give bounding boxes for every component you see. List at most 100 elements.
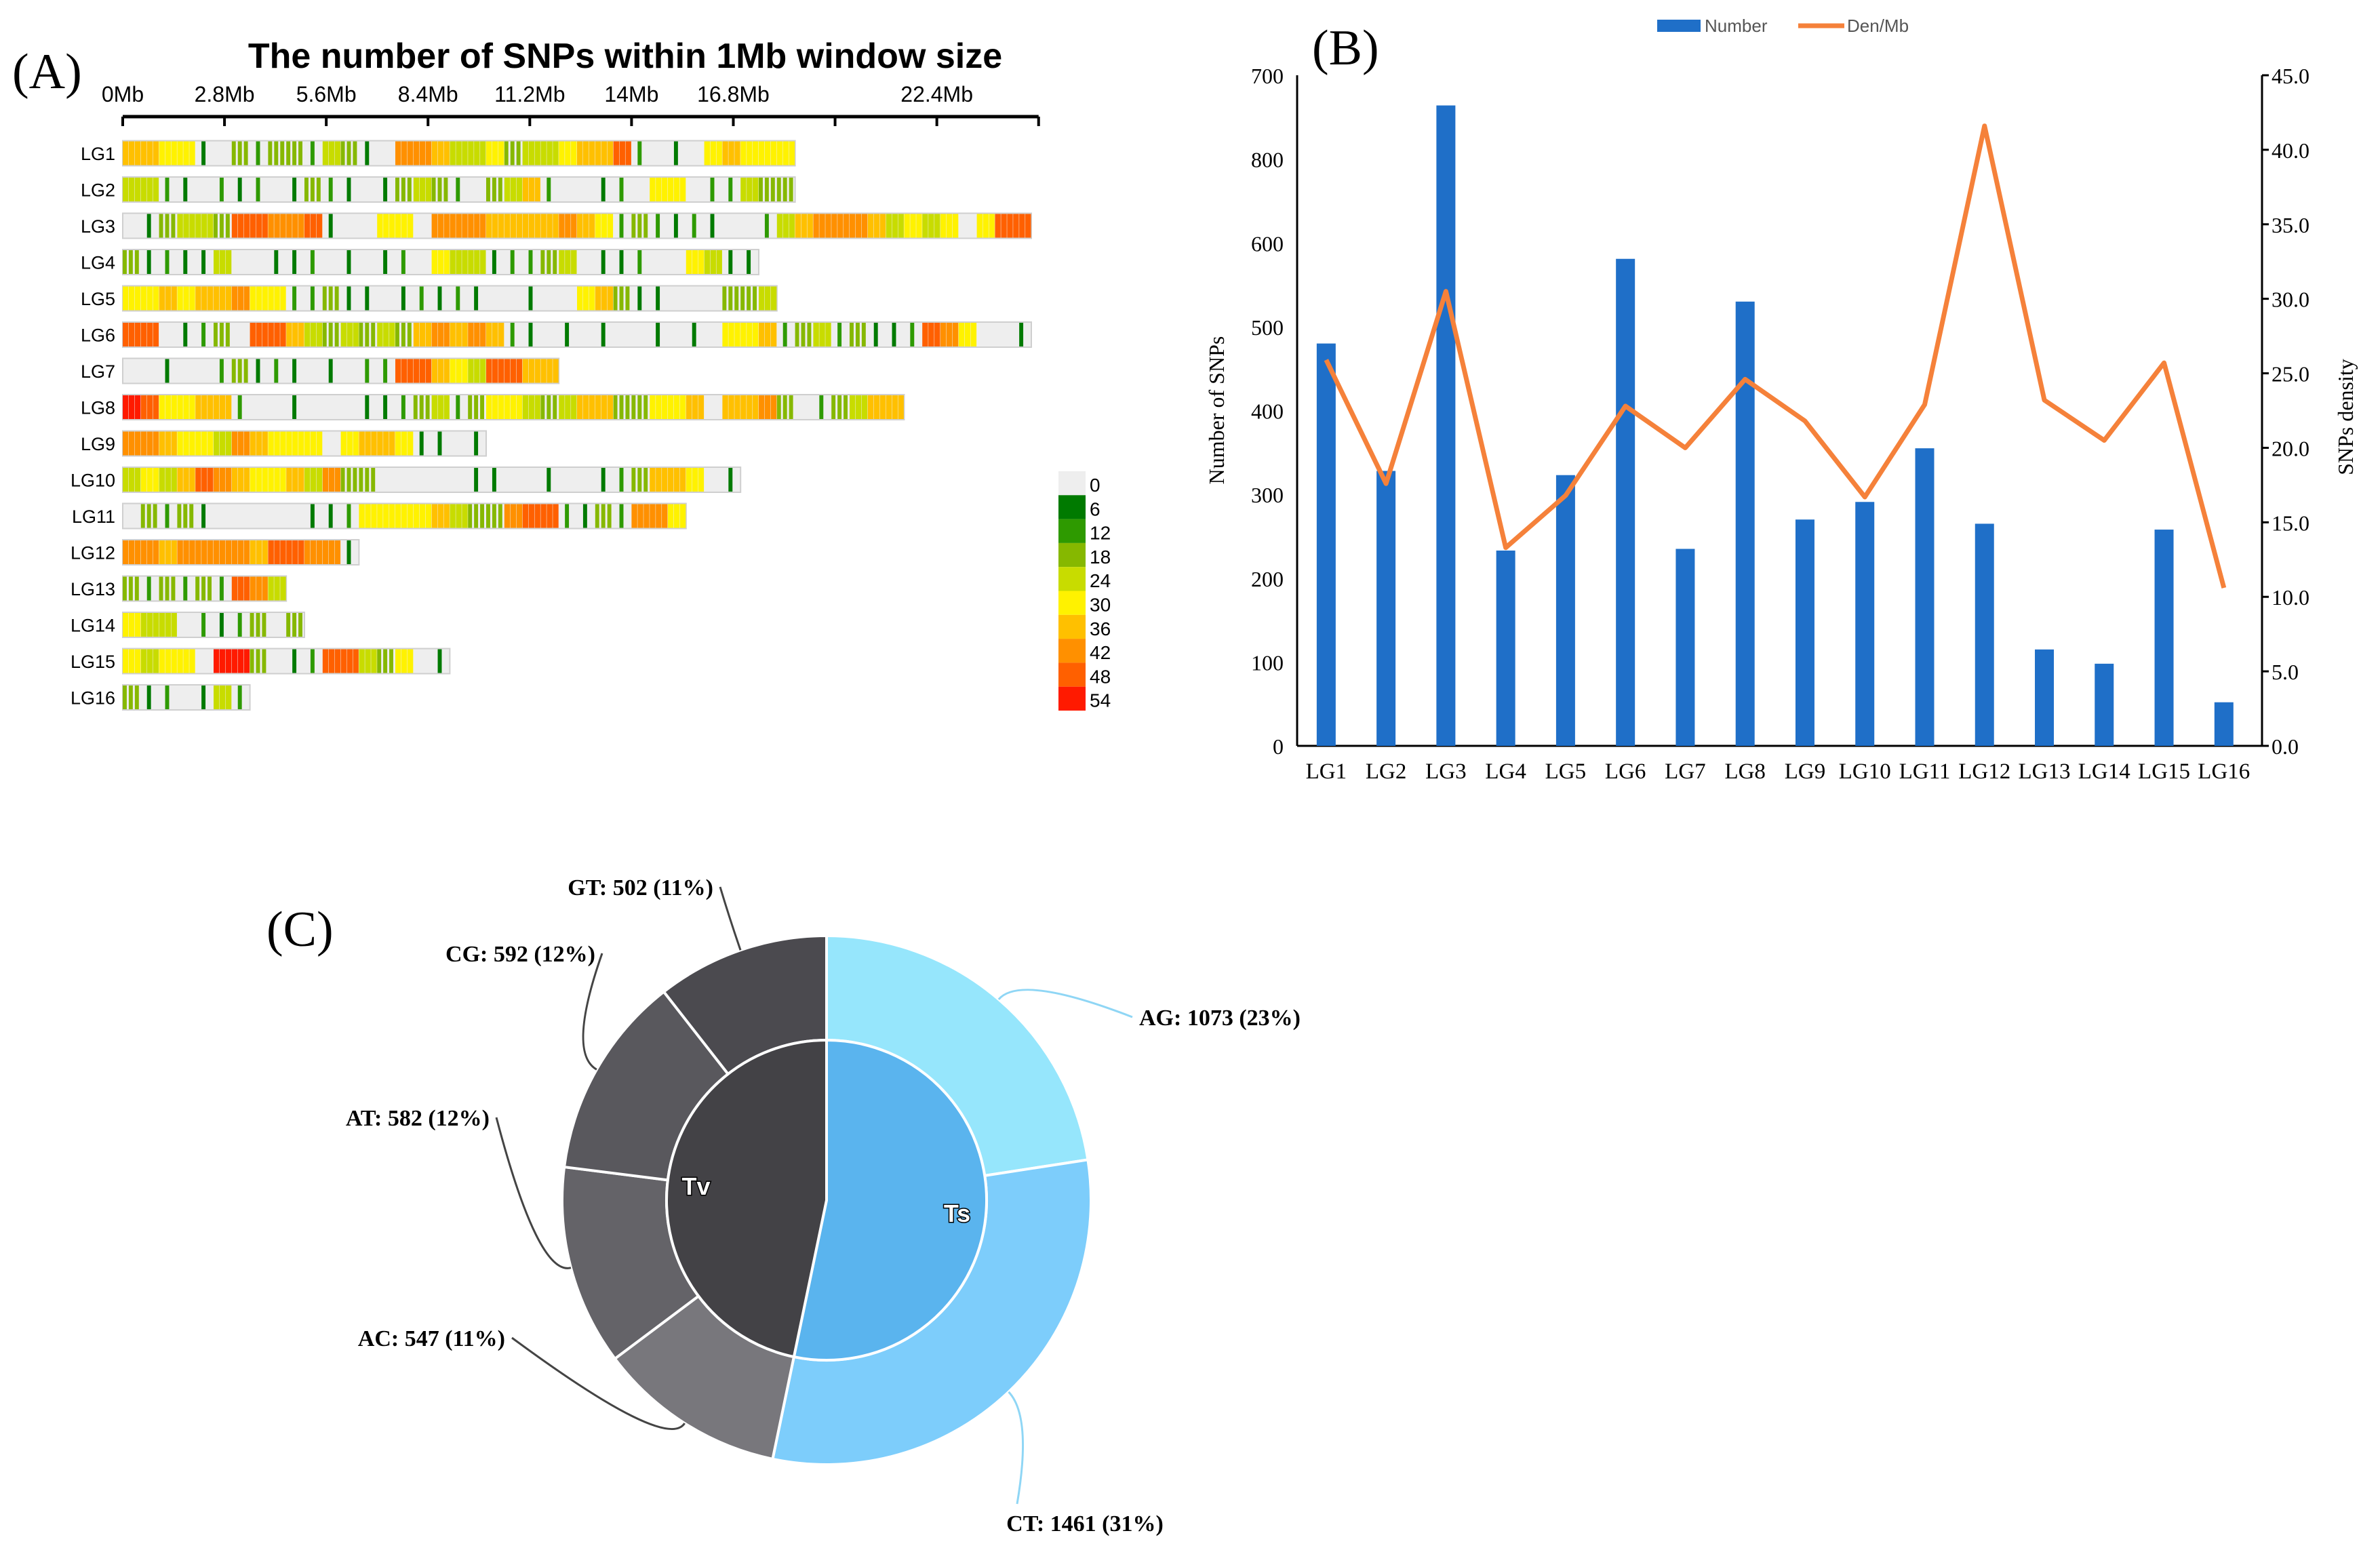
snp-window — [159, 613, 165, 637]
snp-window — [262, 468, 268, 492]
snp-window — [431, 323, 438, 346]
chromosome-label: LG9 — [81, 434, 115, 454]
snp-window — [601, 286, 608, 311]
snp-window — [328, 359, 333, 383]
snp-window — [498, 504, 502, 528]
chromosome-label: LG4 — [81, 253, 115, 273]
snp-window — [310, 504, 315, 528]
snp-window — [328, 323, 333, 346]
snp-window — [310, 468, 317, 492]
snp-window — [879, 214, 886, 238]
legend-swatch-number — [1657, 20, 1701, 32]
snp-window — [764, 214, 769, 238]
snp-window — [401, 178, 405, 201]
x-tick-label: LG16 — [2198, 759, 2250, 784]
snp-window — [577, 286, 583, 311]
snp-window — [437, 178, 442, 201]
snp-window — [650, 178, 656, 201]
snp-window — [214, 468, 220, 492]
snp-window — [134, 141, 141, 165]
chromosome-label: LG6 — [81, 325, 115, 346]
snp-window — [383, 178, 388, 201]
snp-window — [195, 540, 201, 564]
snp-window — [123, 576, 127, 601]
snp-window — [510, 323, 515, 346]
snp-window — [165, 613, 171, 637]
snp-window — [134, 686, 139, 709]
snp-window — [782, 323, 787, 346]
x-tick-label: 16.8Mb — [697, 82, 770, 106]
snp-window — [413, 178, 420, 201]
snp-window — [764, 178, 769, 201]
snp-window — [298, 613, 302, 637]
snp-window — [292, 214, 298, 238]
snp-window — [559, 250, 565, 274]
snp-window — [310, 250, 315, 274]
snp-window — [371, 649, 377, 673]
snp-window — [480, 359, 486, 383]
snp-window — [443, 178, 448, 201]
snp-window — [280, 323, 286, 346]
y-tick-label: 100 — [1251, 650, 1284, 675]
snp-window — [571, 395, 577, 419]
chromosome-label: LG11 — [72, 507, 115, 527]
chromosome-label: LG7 — [81, 361, 115, 382]
snp-window — [571, 250, 577, 274]
snp-window — [692, 214, 696, 238]
snp-window — [486, 504, 490, 528]
chromosome-row-lg4: LG4 — [81, 249, 759, 275]
snp-window — [316, 178, 321, 201]
snp-window — [286, 323, 292, 346]
snp-window — [159, 431, 165, 456]
snp-window — [322, 540, 329, 564]
snp-window — [268, 431, 274, 456]
snp-window — [747, 395, 753, 419]
snp-window — [183, 178, 188, 201]
snp-window — [468, 359, 474, 383]
snp-window — [1019, 323, 1024, 346]
snp-window — [619, 395, 624, 419]
snp-window — [577, 141, 583, 165]
snp-window — [764, 286, 771, 311]
snp-window — [389, 504, 395, 528]
bar-lg4 — [1496, 550, 1515, 746]
plot-area: 700 800 600 500 400 300 200 100 0 0.0 5.0 10.0 15.0 2… — [1251, 64, 2309, 784]
snp-window — [456, 214, 462, 238]
snp-window — [582, 504, 587, 528]
snp-window — [195, 468, 201, 492]
snp-window — [123, 649, 129, 673]
snp-window — [250, 468, 256, 492]
snp-window — [310, 649, 315, 673]
snp-window — [601, 504, 606, 528]
snp-window — [389, 649, 393, 673]
snp-window — [128, 323, 135, 346]
x-tick-label: LG13 — [2019, 759, 2071, 784]
snp-window — [625, 395, 630, 419]
snp-window — [377, 323, 383, 346]
snp-window — [504, 504, 511, 528]
snp-window — [504, 178, 511, 201]
snp-window — [310, 286, 315, 311]
chromosome-label: LG5 — [81, 289, 115, 309]
snp-window — [419, 504, 426, 528]
snp-window — [292, 431, 298, 456]
snp-window — [134, 286, 141, 311]
x-tick-label: LG15 — [2138, 759, 2190, 784]
snp-window — [134, 468, 141, 492]
snp-window — [322, 286, 327, 311]
chromosome-row-lg9: LG9 — [81, 430, 487, 457]
snp-window — [304, 540, 311, 564]
snp-window — [165, 250, 170, 274]
snp-window — [195, 286, 201, 311]
panel-c-label: (C) — [266, 902, 334, 957]
snp-window — [207, 395, 214, 419]
snp-window — [540, 250, 545, 274]
x-tick-label: LG12 — [1958, 759, 2010, 784]
snp-window — [207, 214, 214, 238]
snp-window — [498, 323, 504, 346]
snp-window — [243, 214, 250, 238]
snp-window — [443, 323, 450, 346]
snp-window — [231, 359, 236, 383]
snp-window — [310, 178, 315, 201]
snp-window — [443, 395, 450, 419]
